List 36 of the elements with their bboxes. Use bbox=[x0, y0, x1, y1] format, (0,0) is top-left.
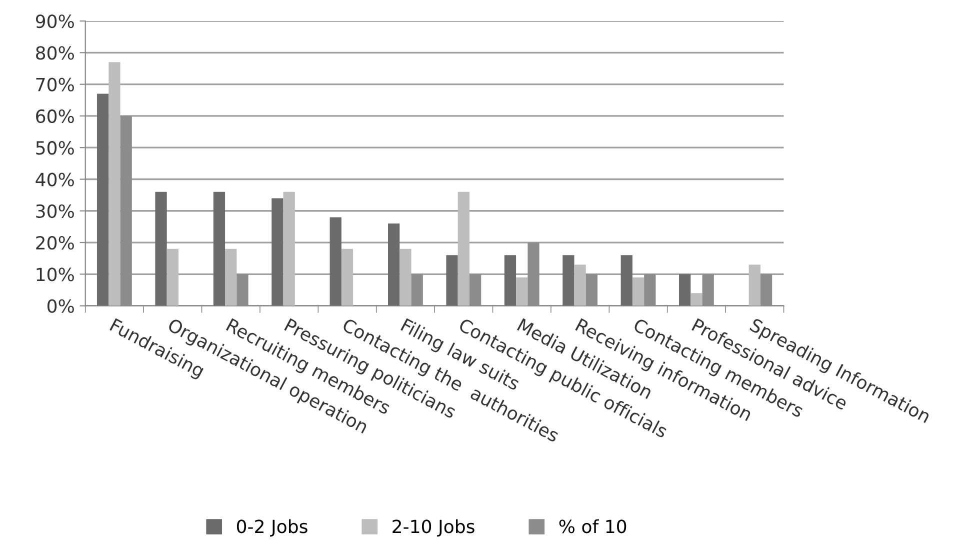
bar bbox=[620, 255, 632, 306]
bar bbox=[562, 255, 574, 306]
legend-label: % of 10 bbox=[559, 519, 626, 534]
bar bbox=[516, 277, 528, 306]
y-tick-label: 50% bbox=[36, 141, 74, 155]
bar bbox=[272, 198, 284, 306]
bar bbox=[679, 274, 691, 306]
y-tick-label: 60% bbox=[36, 109, 74, 124]
bar bbox=[155, 192, 167, 306]
bar bbox=[283, 192, 295, 306]
y-tick-label: 70% bbox=[36, 78, 74, 92]
y-tick-label: 20% bbox=[36, 236, 74, 250]
bar bbox=[388, 224, 400, 306]
bar bbox=[166, 248, 178, 306]
bar bbox=[632, 277, 644, 306]
bar bbox=[108, 62, 120, 306]
bar bbox=[225, 248, 237, 306]
bar bbox=[341, 248, 354, 306]
bar bbox=[748, 264, 760, 306]
y-tick-label: 80% bbox=[36, 46, 74, 60]
bar bbox=[690, 293, 702, 306]
bar bbox=[458, 192, 470, 306]
y-tick-label: 30% bbox=[36, 204, 74, 218]
legend-label: 0-2 Jobs bbox=[236, 519, 308, 537]
bar bbox=[504, 255, 516, 306]
bar bbox=[446, 255, 458, 306]
bar bbox=[574, 264, 586, 306]
legend-label: 2-10 Jobs bbox=[392, 519, 474, 537]
bar bbox=[213, 192, 226, 306]
bar bbox=[400, 248, 412, 306]
y-tick-label: 0% bbox=[47, 299, 74, 313]
bar bbox=[97, 94, 109, 306]
y-tick-label: 90% bbox=[36, 14, 74, 28]
y-tick-label: 10% bbox=[36, 268, 74, 282]
bar bbox=[330, 217, 342, 306]
y-tick-label: 40% bbox=[36, 172, 74, 186]
